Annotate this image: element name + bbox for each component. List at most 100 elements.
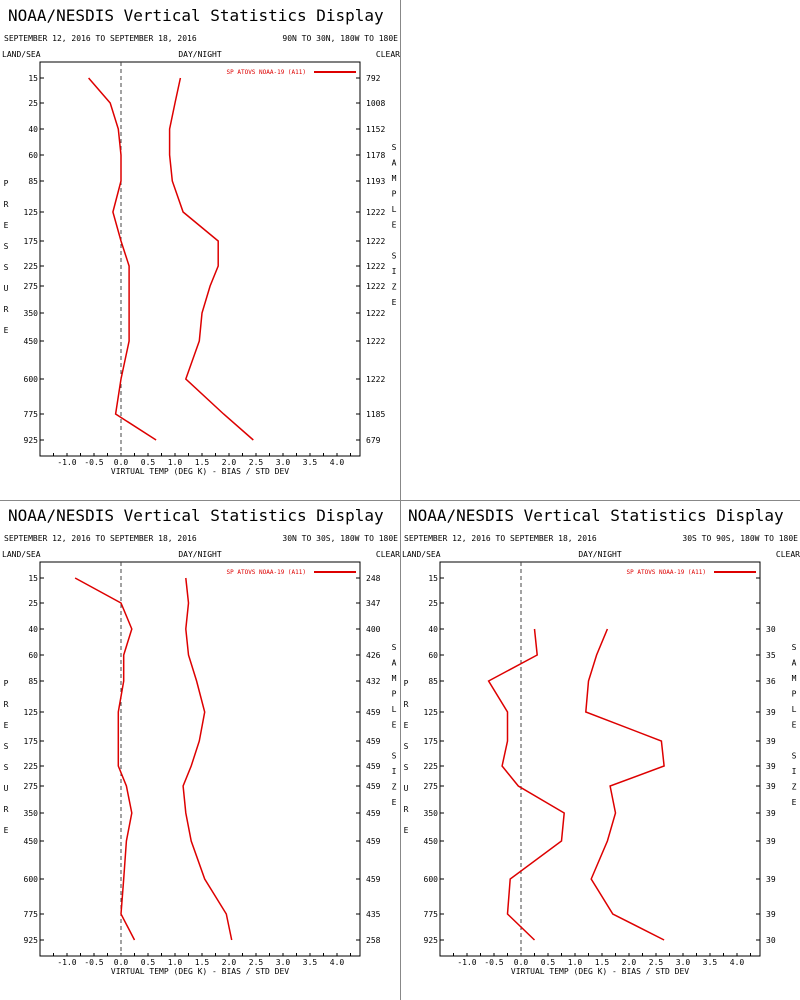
sample-size-axis-letter: A (792, 659, 797, 668)
sample-size-axis-letter: E (392, 798, 397, 807)
sample-size-axis-letter: P (792, 690, 797, 699)
sample-size-label: 1222 (366, 262, 385, 271)
pressure-level-label: 40 (28, 125, 38, 134)
sample-size-axis-letter: S (392, 252, 397, 261)
pressure-level-label: 775 (24, 910, 39, 919)
chart-title: NOAA/NESDIS Vertical Statistics Display (8, 506, 384, 525)
sample-size-label: 258 (366, 936, 381, 945)
pressure-level-label: 775 (24, 410, 39, 419)
sample-size-label: 30 (766, 936, 776, 945)
pressure-axis-letter: E (4, 221, 9, 230)
sample-size-axis-letter: E (792, 721, 797, 730)
sample-size-axis-letter: S (792, 643, 797, 652)
pressure-axis-letter: R (404, 700, 409, 709)
series-line-bias (487, 628, 565, 941)
chart-south: NOAA/NESDIS Vertical Statistics Display S… (402, 506, 800, 976)
sample-size-label: 1222 (366, 337, 385, 346)
sample-size-axis-letter: E (792, 798, 797, 807)
pressure-level-label: 225 (24, 762, 39, 771)
day-night-label: DAY/NIGHT (178, 550, 222, 559)
pressure-level-label: 775 (424, 910, 439, 919)
sample-size-label: 248 (366, 574, 381, 583)
pressure-level-label: 450 (24, 837, 39, 846)
panel-north: NOAA/NESDIS Vertical Statistics Display S… (0, 0, 400, 500)
sample-size-label: 36 (766, 677, 776, 686)
sample-size-label: 39 (766, 809, 776, 818)
horizontal-divider (0, 500, 800, 501)
sample-size-label: 400 (366, 625, 381, 634)
sample-size-label: 1222 (366, 208, 385, 217)
region-label: 30N TO 30S, 180W TO 180E (282, 534, 398, 543)
land-sea-label: LAND/SEA (402, 550, 441, 559)
sample-size-axis-letter: L (392, 205, 397, 214)
pressure-level-label: 925 (424, 936, 439, 945)
x-tick-label: 1.0 (168, 458, 183, 467)
pressure-axis-letter: S (4, 763, 9, 772)
sample-size-label: 347 (366, 599, 381, 608)
x-tick-label: -1.0 (457, 958, 476, 967)
land-sea-label: LAND/SEA (2, 550, 41, 559)
x-axis-label: VIRTUAL TEMP (DEG K) - BIAS / STD DEV (511, 967, 689, 976)
x-tick-label: 4.0 (330, 458, 345, 467)
sample-size-axis-letter: A (392, 159, 397, 168)
x-tick-label: 0.5 (141, 958, 156, 967)
series-line-std-dev (585, 628, 665, 941)
pressure-axis-letter: R (404, 805, 409, 814)
pressure-axis-letter: S (404, 742, 409, 751)
pressure-axis-letter: E (4, 721, 9, 730)
sample-size-axis-letter: S (392, 643, 397, 652)
chart-title: NOAA/NESDIS Vertical Statistics Display (408, 506, 784, 525)
x-tick-label: 0.5 (541, 958, 556, 967)
sample-size-axis-letter: P (392, 690, 397, 699)
sample-size-label: 459 (366, 737, 381, 746)
pressure-axis-letter: S (4, 263, 9, 272)
sample-size-label: 435 (366, 910, 381, 919)
x-tick-label: 3.5 (303, 958, 318, 967)
pressure-level-label: 275 (24, 282, 39, 291)
pressure-level-label: 85 (428, 677, 438, 686)
date-range: SEPTEMBER 12, 2016 TO SEPTEMBER 18, 2016 (4, 534, 197, 543)
x-tick-label: 1.5 (195, 458, 210, 467)
date-range: SEPTEMBER 12, 2016 TO SEPTEMBER 18, 2016 (404, 534, 597, 543)
land-sea-label: LAND/SEA (2, 50, 41, 59)
sample-size-label: 1222 (366, 237, 385, 246)
x-tick-label: 4.0 (730, 958, 745, 967)
pressure-level-label: 350 (24, 309, 39, 318)
sample-size-axis-letter: S (792, 752, 797, 761)
pressure-axis-letter: P (4, 179, 9, 188)
chart-tropics: NOAA/NESDIS Vertical Statistics Display S… (2, 506, 400, 976)
x-tick-label: 1.0 (568, 958, 583, 967)
pressure-axis-letter: S (4, 742, 9, 751)
pressure-level-label: 25 (28, 599, 38, 608)
pressure-level-label: 350 (24, 809, 39, 818)
clear-label: CLEAR (376, 50, 400, 59)
x-tick-label: -0.5 (84, 958, 103, 967)
sample-size-axis-letter: I (392, 767, 397, 776)
sample-size-label: 459 (366, 875, 381, 884)
x-axis-label: VIRTUAL TEMP (DEG K) - BIAS / STD DEV (111, 967, 289, 976)
pressure-axis-letter: R (4, 200, 9, 209)
pressure-axis-letter: R (4, 700, 9, 709)
sample-size-axis-letter: Z (392, 283, 397, 292)
pressure-level-label: 350 (424, 809, 439, 818)
x-tick-label: -0.5 (84, 458, 103, 467)
x-tick-label: 4.0 (330, 958, 345, 967)
pressure-level-label: 125 (24, 708, 39, 717)
x-axis-label: VIRTUAL TEMP (DEG K) - BIAS / STD DEV (111, 467, 289, 476)
x-tick-label: 0.0 (114, 958, 129, 967)
sample-size-axis-letter: A (392, 659, 397, 668)
pressure-level-label: 450 (424, 837, 439, 846)
x-tick-label: 3.0 (276, 958, 291, 967)
sample-size-label: 39 (766, 708, 776, 717)
pressure-axis-letter: S (4, 242, 9, 251)
sample-size-label: 35 (766, 651, 776, 660)
date-range: SEPTEMBER 12, 2016 TO SEPTEMBER 18, 2016 (4, 34, 197, 43)
pressure-level-label: 40 (428, 625, 438, 634)
chart-north: NOAA/NESDIS Vertical Statistics Display S… (2, 6, 400, 476)
pressure-level-label: 125 (24, 208, 39, 217)
pressure-axis-letter: U (4, 784, 9, 793)
x-tick-label: 3.0 (276, 458, 291, 467)
pressure-level-label: 175 (24, 237, 39, 246)
pressure-axis-letter: E (4, 326, 9, 335)
sample-size-label: 1222 (366, 309, 385, 318)
